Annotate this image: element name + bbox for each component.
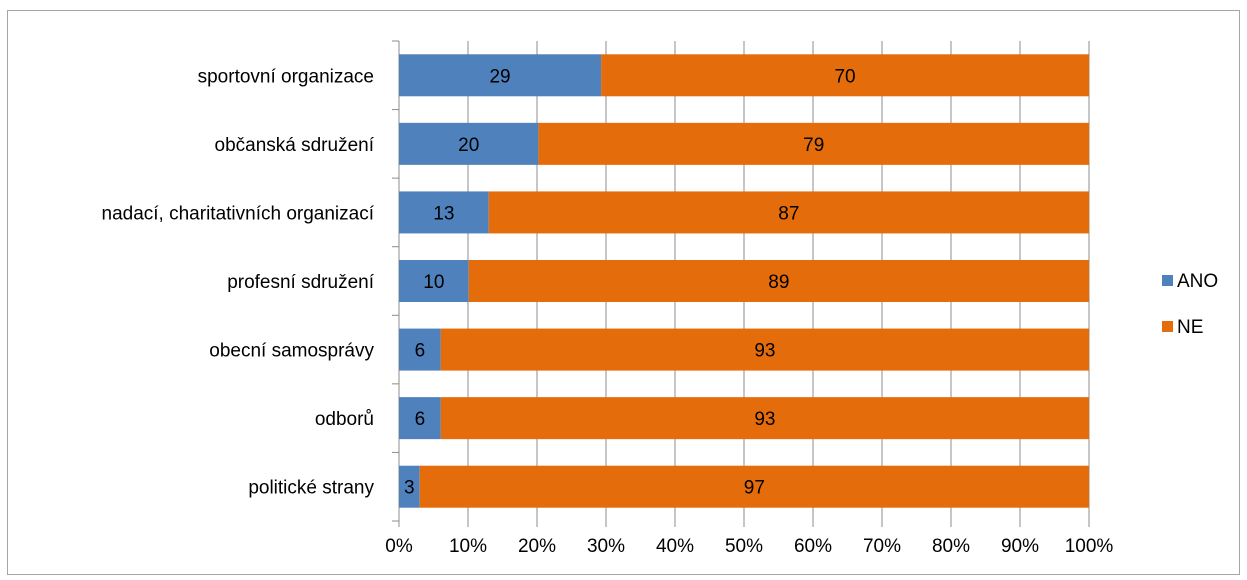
- data-label: 6: [415, 341, 426, 362]
- bar-ano: [399, 122, 539, 165]
- legend-label: NE: [1177, 317, 1203, 338]
- data-label: 79: [803, 135, 824, 156]
- data-label: 87: [778, 203, 799, 224]
- category-label: sportovní organizace: [198, 66, 374, 87]
- x-tick-label: 90%: [1001, 536, 1039, 557]
- bar-ne: [488, 191, 1089, 234]
- x-tick-label: 100%: [1065, 536, 1114, 557]
- bar-ne: [440, 328, 1089, 371]
- data-label: 10: [423, 272, 444, 293]
- category-label: profesní sdružení: [227, 272, 375, 293]
- bar-ne: [419, 465, 1089, 508]
- category-label: občanská sdružení: [215, 135, 375, 156]
- category-label: odborů: [315, 409, 374, 430]
- category-label: nadací, charitativních organizací: [102, 203, 375, 224]
- bar-ne: [601, 54, 1089, 97]
- x-tick-label: 60%: [794, 536, 832, 557]
- category-label: politické strany: [248, 478, 374, 499]
- data-label: 20: [458, 135, 479, 156]
- x-tick-label: 30%: [587, 536, 625, 557]
- x-tick-label: 0%: [385, 536, 413, 557]
- bar-ano: [399, 54, 602, 97]
- x-tick-label: 40%: [656, 536, 694, 557]
- bar-ne: [440, 397, 1089, 440]
- bar-ano: [399, 465, 420, 508]
- bar-ano: [399, 397, 441, 440]
- data-label: 13: [433, 203, 454, 224]
- data-label: 29: [489, 66, 510, 87]
- bar-ne: [468, 260, 1089, 302]
- legend-swatch: [1162, 321, 1173, 332]
- bar-ano: [399, 191, 489, 234]
- bar-ano: [399, 328, 441, 371]
- data-label: 6: [415, 409, 426, 430]
- x-tick-label: 70%: [863, 536, 901, 557]
- x-tick-label: 80%: [932, 536, 970, 557]
- data-label: 70: [834, 66, 855, 87]
- data-label: 89: [768, 272, 789, 293]
- category-label: obecní samosprávy: [209, 341, 374, 362]
- legend-label: ANO: [1177, 271, 1218, 292]
- bar-ano: [399, 260, 469, 302]
- data-label: 93: [754, 341, 775, 362]
- data-label: 97: [744, 478, 765, 499]
- x-tick-label: 20%: [518, 536, 556, 557]
- bar-ne: [538, 122, 1089, 165]
- data-label: 3: [404, 478, 415, 499]
- legend-swatch: [1162, 275, 1173, 286]
- x-tick-label: 50%: [725, 536, 763, 557]
- x-tick-label: 10%: [449, 536, 487, 557]
- data-label: 93: [754, 409, 775, 430]
